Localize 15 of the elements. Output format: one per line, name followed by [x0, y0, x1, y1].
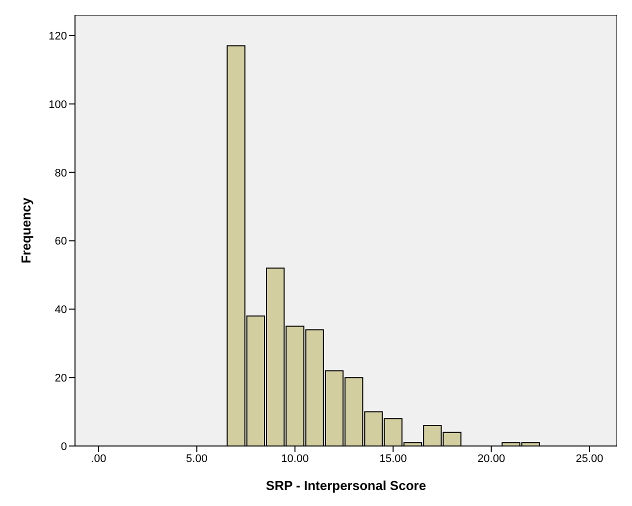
y-tick-label: 0 — [60, 440, 67, 453]
x-tick-label: 15.00 — [379, 452, 407, 465]
y-tick-label: 80 — [54, 167, 67, 180]
x-tick-label: 5.00 — [186, 452, 208, 465]
y-axis-title: Frequency — [18, 196, 34, 264]
y-tick-label: 120 — [48, 30, 67, 42]
x-axis-title: SRP - Interpersonal Score — [266, 478, 426, 493]
y-tick-label: 100 — [48, 98, 67, 111]
x-tick-label: .00 — [90, 452, 106, 465]
x-tick-label: 20.00 — [478, 452, 506, 465]
x-tick-label: 10.00 — [281, 452, 309, 465]
y-tick-label: 20 — [54, 372, 67, 384]
x-tick-label: 25.00 — [576, 452, 604, 465]
y-tick-label: 40 — [54, 304, 67, 316]
y-tick-label: 60 — [54, 236, 67, 248]
